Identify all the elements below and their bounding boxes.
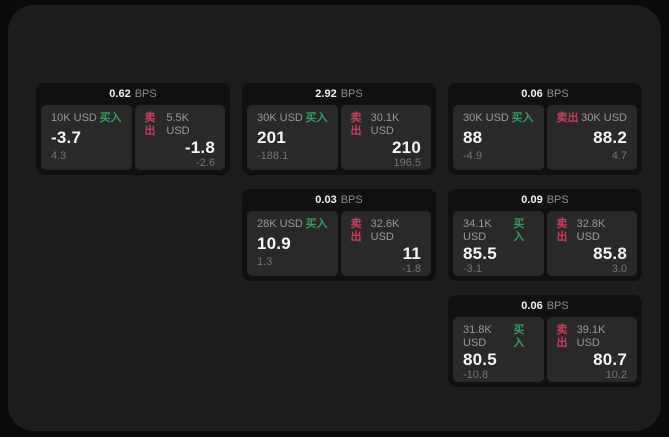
buy-sub-value: -4.9 — [463, 150, 482, 162]
bps-unit-label: BPS — [546, 88, 569, 100]
bps-unit-label: BPS — [134, 88, 157, 100]
sell-quote-tile[interactable]: 卖出 39.1K USD 80.7 10.2 — [546, 317, 637, 382]
sell-sub-value: -1.8 — [402, 263, 421, 275]
bps-value: 0.09 — [521, 194, 543, 206]
quote-card-body: 31.8K USD 买入 80.5 -10.8 卖出 39.1K USD 80.… — [453, 317, 637, 382]
sell-price: 80.7 — [593, 350, 627, 369]
sell-sub-value: -2.6 — [196, 157, 215, 169]
buy-sub-value: -188.1 — [257, 150, 289, 162]
sell-side-label: 卖出 — [350, 218, 362, 243]
buy-quote-tile[interactable]: 30K USD 买入 88 -4.9 — [453, 105, 544, 170]
buy-sub-value: 1.3 — [257, 256, 273, 268]
buy-sub-value: -3.1 — [463, 263, 482, 275]
sell-price: 210 — [392, 138, 421, 157]
bps-unit-label: BPS — [546, 194, 569, 206]
buy-side-label: 买入 — [511, 112, 534, 124]
sell-side-label: 卖出 — [556, 324, 568, 349]
sell-amount: 32.8K USD — [576, 218, 606, 243]
quote-card-body: 30K USD 买入 88 -4.9 卖出 30K USD 88.2 4.7 — [453, 105, 637, 170]
sell-amount: 30K USD — [581, 112, 627, 124]
bps-value: 0.06 — [521, 300, 543, 312]
sell-quote-tile[interactable]: 卖出 30.1K USD 210 196.5 — [340, 105, 431, 170]
sell-amount: 5.5K USD — [166, 112, 190, 137]
bps-value: 0.62 — [109, 88, 131, 100]
quote-cards-grid: 0.62 BPS 10K USD 买入 -3.7 4.3 卖出 5.5K USD — [36, 83, 642, 387]
buy-amount: 34.1K USD — [463, 218, 492, 243]
bps-header: 0.03 BPS — [247, 189, 431, 211]
bps-unit-label: BPS — [340, 88, 363, 100]
buy-price: 88 — [463, 128, 483, 147]
sell-amount: 30.1K USD — [370, 112, 400, 137]
app-panel: 0.62 BPS 10K USD 买入 -3.7 4.3 卖出 5.5K USD — [8, 5, 661, 431]
buy-amount: 30K USD — [463, 112, 509, 124]
buy-amount: 28K USD — [257, 218, 303, 230]
bps-value: 2.92 — [315, 88, 337, 100]
quote-card-body: 30K USD 买入 201 -188.1 卖出 30.1K USD 210 1… — [247, 105, 431, 170]
sell-amount: 32.6K USD — [370, 218, 400, 243]
buy-quote-tile[interactable]: 10K USD 买入 -3.7 4.3 — [41, 105, 132, 170]
quote-card-4: 0.03 BPS 28K USD 买入 10.9 1.3 卖出 32.6K USD — [242, 189, 436, 281]
bps-header: 2.92 BPS — [247, 83, 431, 105]
buy-side-label: 买入 — [305, 218, 328, 230]
buy-price: 201 — [257, 128, 286, 147]
quote-card-5: 0.09 BPS 34.1K USD 买入 85.5 -3.1 卖出 32.8K … — [448, 189, 642, 281]
sell-side-label: 卖出 — [350, 112, 362, 137]
sell-sub-value: 4.7 — [611, 150, 627, 162]
buy-quote-tile[interactable]: 31.8K USD 买入 80.5 -10.8 — [453, 317, 544, 382]
quote-card-3: 0.06 BPS 30K USD 买入 88 -4.9 卖出 30K USD — [448, 83, 642, 175]
bps-header: 0.62 BPS — [41, 83, 225, 105]
sell-price: 85.8 — [593, 244, 627, 263]
buy-amount: 31.8K USD — [463, 324, 492, 349]
buy-side-label: 买入 — [513, 324, 525, 349]
quote-card-body: 10K USD 买入 -3.7 4.3 卖出 5.5K USD -1.8 -2.… — [41, 105, 225, 170]
bps-unit-label: BPS — [340, 194, 363, 206]
buy-side-label: 买入 — [305, 112, 328, 124]
buy-price: 80.5 — [463, 350, 497, 369]
buy-quote-tile[interactable]: 28K USD 买入 10.9 1.3 — [247, 211, 338, 276]
sell-quote-tile[interactable]: 卖出 30K USD 88.2 4.7 — [546, 105, 637, 170]
bps-header: 0.06 BPS — [453, 83, 637, 105]
bps-value: 0.03 — [315, 194, 337, 206]
sell-quote-tile[interactable]: 卖出 32.8K USD 85.8 3.0 — [546, 211, 637, 276]
buy-side-label: 买入 — [99, 112, 122, 124]
sell-price: -1.8 — [184, 138, 215, 157]
buy-amount: 10K USD — [51, 112, 97, 124]
buy-sub-value: 4.3 — [51, 150, 67, 162]
bps-value: 0.06 — [521, 88, 543, 100]
quote-card-6: 0.06 BPS 31.8K USD 买入 80.5 -10.8 卖出 39.1K… — [448, 295, 642, 387]
sell-price: 88.2 — [593, 128, 627, 147]
sell-quote-tile[interactable]: 卖出 5.5K USD -1.8 -2.6 — [134, 105, 225, 170]
quote-card-body: 28K USD 买入 10.9 1.3 卖出 32.6K USD 11 -1.8 — [247, 211, 431, 276]
sell-sub-value: 10.2 — [605, 369, 627, 381]
quote-card-1: 0.62 BPS 10K USD 买入 -3.7 4.3 卖出 5.5K USD — [36, 83, 230, 175]
sell-sub-value: 3.0 — [611, 263, 627, 275]
quote-card-body: 34.1K USD 买入 85.5 -3.1 卖出 32.8K USD 85.8… — [453, 211, 637, 276]
buy-sub-value: -10.8 — [463, 369, 489, 381]
quote-card-2: 2.92 BPS 30K USD 买入 201 -188.1 卖出 30.1K U… — [242, 83, 436, 175]
sell-price: 11 — [402, 244, 421, 263]
buy-price: -3.7 — [51, 128, 82, 147]
bps-header: 0.09 BPS — [453, 189, 637, 211]
buy-price: 10.9 — [257, 234, 291, 253]
sell-side-label: 卖出 — [556, 218, 568, 243]
buy-side-label: 买入 — [513, 218, 525, 243]
sell-amount: 39.1K USD — [576, 324, 606, 349]
bps-unit-label: BPS — [546, 300, 569, 312]
sell-side-label: 卖出 — [556, 112, 579, 124]
sell-side-label: 卖出 — [144, 112, 156, 137]
bps-header: 0.06 BPS — [453, 295, 637, 317]
sell-quote-tile[interactable]: 卖出 32.6K USD 11 -1.8 — [340, 211, 431, 276]
buy-quote-tile[interactable]: 34.1K USD 买入 85.5 -3.1 — [453, 211, 544, 276]
sell-sub-value: 196.5 — [393, 157, 421, 169]
buy-price: 85.5 — [463, 244, 497, 263]
buy-amount: 30K USD — [257, 112, 303, 124]
buy-quote-tile[interactable]: 30K USD 买入 201 -188.1 — [247, 105, 338, 170]
